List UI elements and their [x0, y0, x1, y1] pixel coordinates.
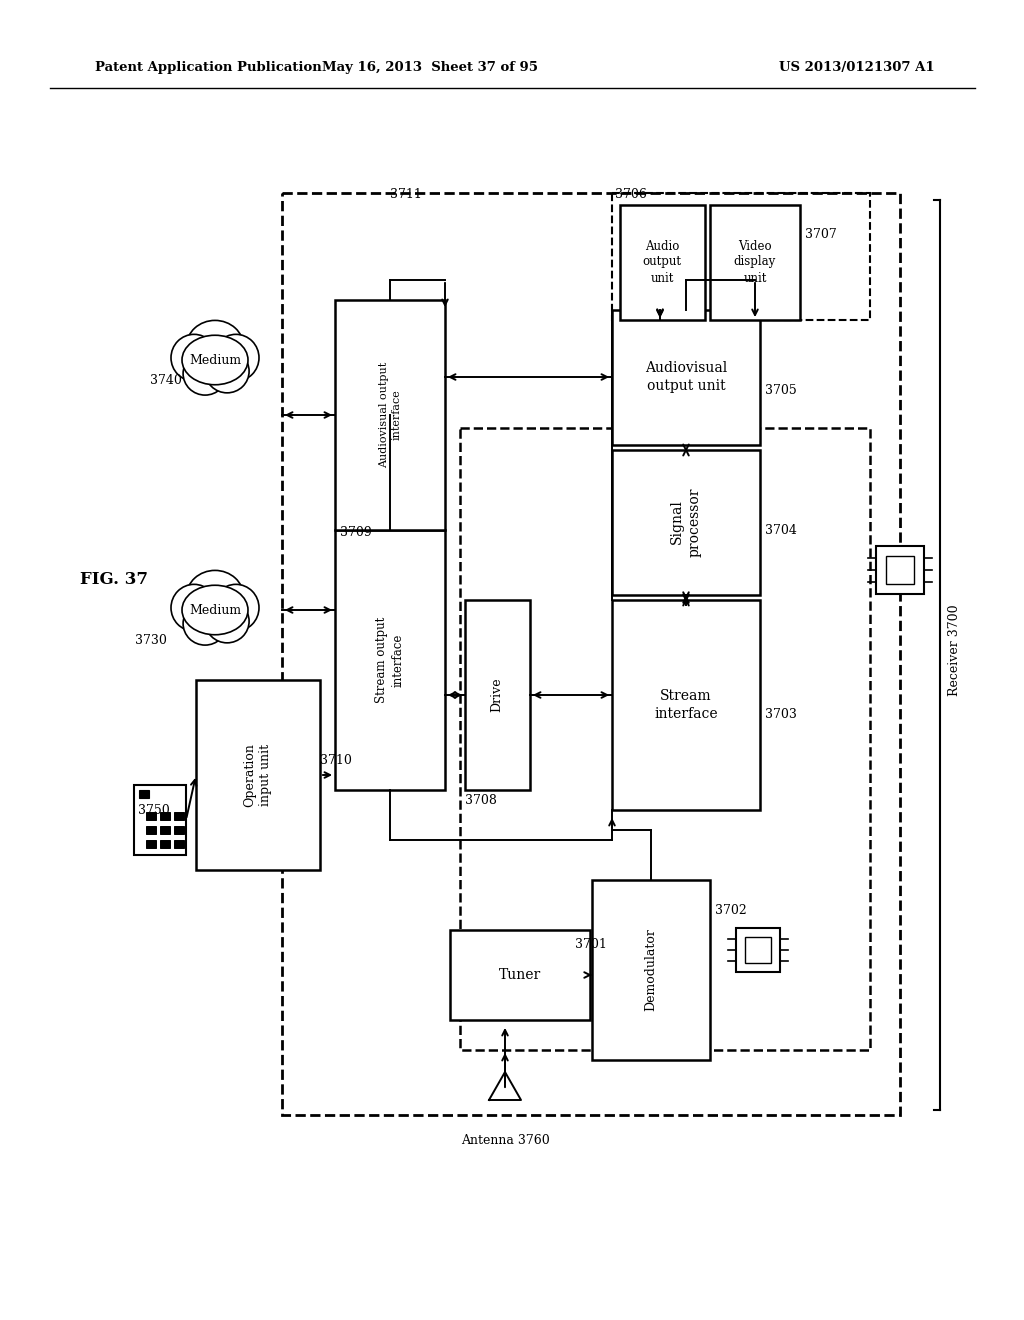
Text: 3703: 3703: [765, 709, 797, 722]
Text: FIG. 37: FIG. 37: [80, 572, 148, 589]
Bar: [160, 840, 170, 847]
Bar: [174, 812, 184, 820]
Ellipse shape: [186, 570, 244, 623]
Bar: [736, 928, 780, 972]
Text: Audio
output
unit: Audio output unit: [642, 239, 682, 285]
Ellipse shape: [186, 321, 244, 372]
Bar: [886, 556, 914, 585]
Text: 3709: 3709: [340, 525, 372, 539]
Text: Operation
input unit: Operation input unit: [244, 743, 272, 807]
Text: Signal
processor: Signal processor: [671, 487, 701, 557]
Bar: [196, 680, 319, 870]
Text: Tuner: Tuner: [499, 968, 541, 982]
Bar: [134, 785, 186, 855]
Bar: [174, 826, 184, 834]
Ellipse shape: [205, 599, 249, 643]
Ellipse shape: [205, 350, 249, 393]
Text: Antenna 3760: Antenna 3760: [461, 1134, 549, 1147]
Bar: [146, 812, 156, 820]
Text: 3701: 3701: [575, 939, 607, 952]
Ellipse shape: [182, 585, 248, 635]
Bar: [592, 880, 710, 1060]
Bar: [139, 789, 150, 799]
Bar: [335, 531, 445, 789]
Bar: [710, 205, 800, 319]
Text: Video
display
unit: Video display unit: [734, 239, 776, 285]
Bar: [620, 205, 705, 319]
Text: 3740: 3740: [150, 374, 182, 387]
Bar: [465, 601, 530, 789]
Text: 3705: 3705: [765, 384, 797, 396]
Ellipse shape: [171, 585, 217, 631]
Polygon shape: [489, 1072, 521, 1100]
Text: 3708: 3708: [465, 793, 497, 807]
Text: Stream
interface: Stream interface: [654, 689, 718, 721]
Ellipse shape: [182, 335, 248, 384]
Text: 3706: 3706: [615, 189, 647, 202]
Text: 3730: 3730: [135, 634, 167, 647]
Bar: [160, 826, 170, 834]
Text: Medium: Medium: [189, 354, 241, 367]
Bar: [282, 193, 900, 1115]
Text: 3750: 3750: [138, 804, 170, 817]
Text: May 16, 2013  Sheet 37 of 95: May 16, 2013 Sheet 37 of 95: [322, 61, 538, 74]
Bar: [612, 193, 870, 319]
Text: 3707: 3707: [805, 228, 837, 242]
Bar: [450, 931, 590, 1020]
Bar: [876, 546, 924, 594]
Bar: [460, 428, 870, 1049]
Ellipse shape: [213, 334, 259, 381]
Bar: [160, 812, 170, 820]
Ellipse shape: [183, 352, 227, 395]
Text: Patent Application Publication: Patent Application Publication: [95, 61, 322, 74]
Bar: [146, 826, 156, 834]
Bar: [612, 310, 760, 445]
Text: 3704: 3704: [765, 524, 797, 536]
Bar: [174, 840, 184, 847]
Text: Drive: Drive: [490, 677, 504, 713]
Ellipse shape: [183, 602, 227, 645]
Bar: [612, 601, 760, 810]
Bar: [744, 937, 771, 964]
Bar: [612, 450, 760, 595]
Text: Audiovisual output
interface: Audiovisual output interface: [379, 362, 401, 469]
Text: US 2013/0121307 A1: US 2013/0121307 A1: [779, 61, 935, 74]
Bar: [146, 840, 156, 847]
Bar: [335, 300, 445, 531]
Text: Audiovisual
output unit: Audiovisual output unit: [645, 362, 727, 392]
Text: 3711: 3711: [390, 189, 422, 202]
Text: Demodulator: Demodulator: [644, 928, 657, 1011]
Ellipse shape: [171, 334, 217, 381]
Text: Receiver 3700: Receiver 3700: [948, 605, 962, 696]
Text: 3702: 3702: [715, 903, 746, 916]
Ellipse shape: [213, 585, 259, 631]
Text: Medium: Medium: [189, 603, 241, 616]
Text: 3710: 3710: [319, 754, 352, 767]
Text: Stream output
interface: Stream output interface: [376, 616, 404, 704]
